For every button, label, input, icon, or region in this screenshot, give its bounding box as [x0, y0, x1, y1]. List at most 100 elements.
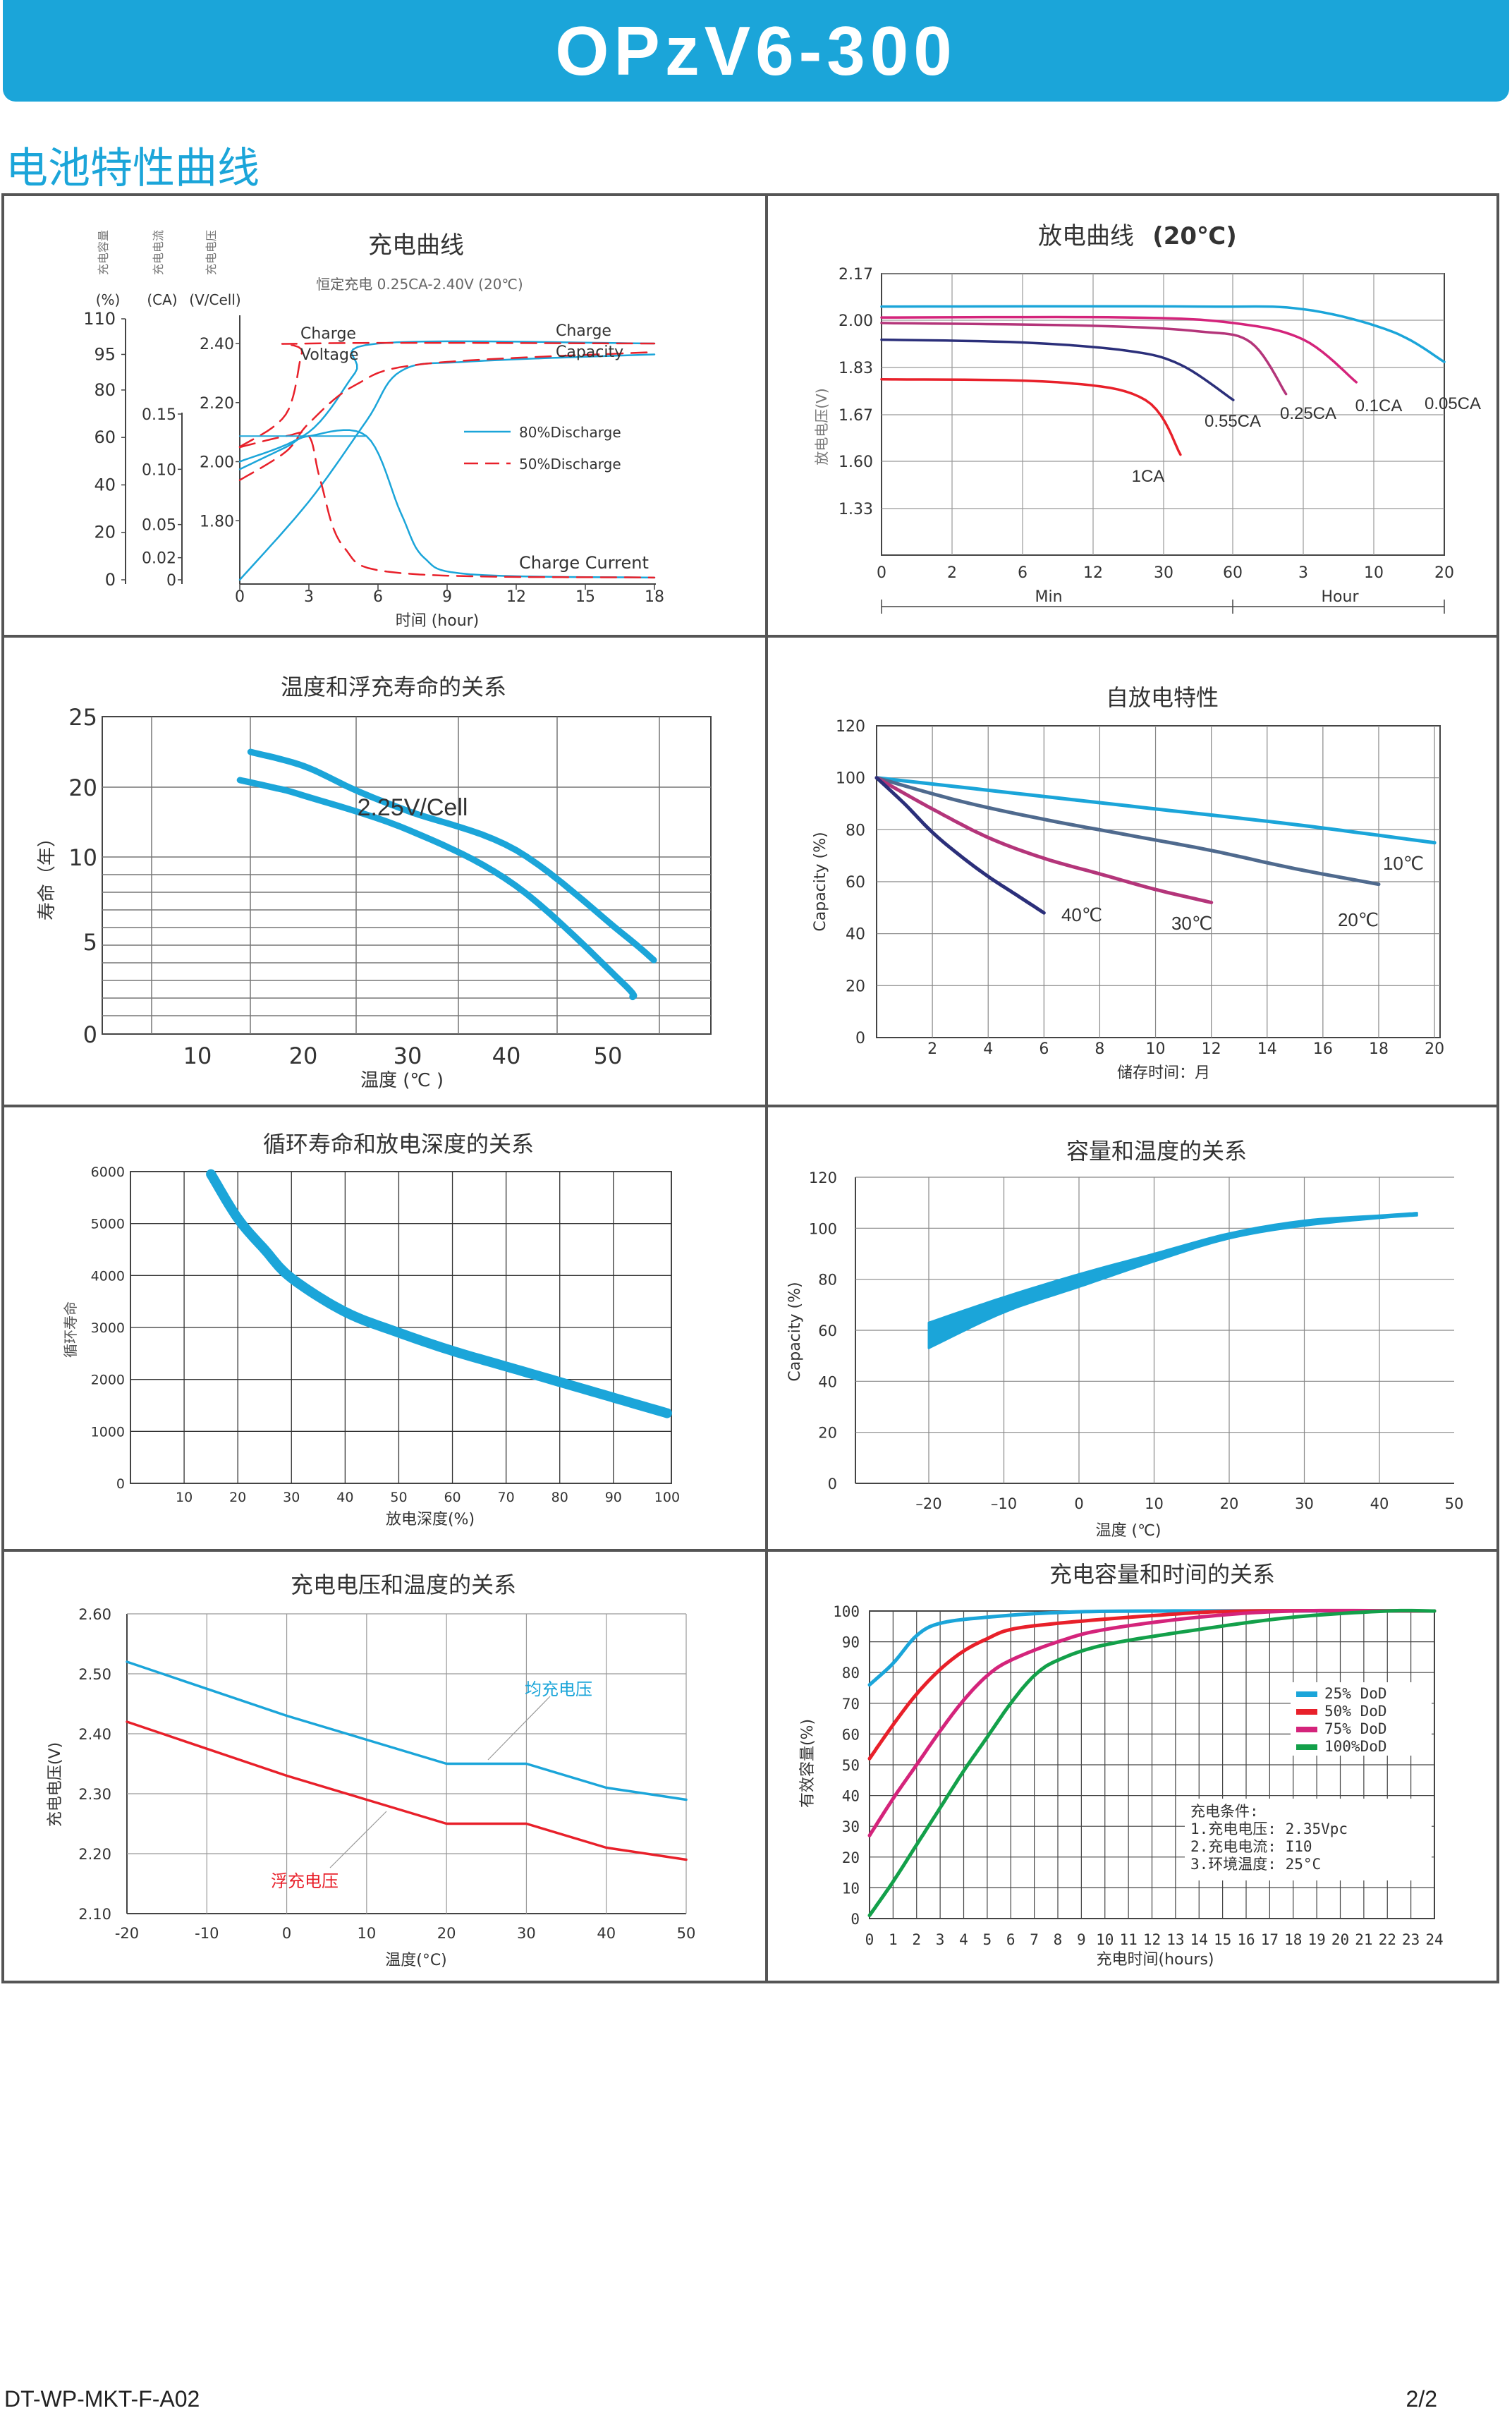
float-life-upper	[247, 748, 657, 964]
y-tick-label: 0	[116, 1476, 125, 1492]
capacity-band	[927, 1212, 1418, 1349]
x-tick-label: 4	[983, 1040, 993, 1058]
series-label: 30℃	[1171, 913, 1212, 934]
voltage-tick-label: 2.40	[200, 336, 234, 353]
x-tick-label: 10	[1364, 564, 1384, 582]
series-label: 0.1CA	[1355, 396, 1403, 415]
current-tick-label: 0	[166, 572, 176, 590]
footer-page-number: 2/2	[1406, 2386, 1437, 2412]
legend-label: 25% DoD	[1324, 1685, 1387, 1702]
time-tick-label: 0	[235, 588, 245, 606]
x-tick-label: 50	[390, 1490, 407, 1505]
y-tick-label: 2.10	[78, 1906, 111, 1923]
y-tick-label: 10	[68, 844, 97, 871]
discharge-chart: 2.17 2.00 1.83 1.67 1.60 1.33 0 2 6 12 30 60 3 10 20 放电…	[813, 222, 1481, 614]
x-tick-label: 20	[1220, 1495, 1239, 1512]
y-tick-label: 40	[818, 1373, 837, 1390]
y-tick-label: 20	[818, 1425, 837, 1442]
y-tick-label: 2.50	[78, 1666, 111, 1683]
capacity-tick-label: 0	[105, 570, 116, 590]
y-tick-label: 20	[842, 1849, 860, 1866]
x-tick-label: 2	[947, 564, 957, 582]
x-tick-label: 20	[1331, 1931, 1349, 1948]
y-axis-label: 放电电压(V)	[813, 388, 830, 465]
series-label: 20℃	[1338, 909, 1379, 930]
chart-title: 充电电压和温度的关系	[291, 1572, 516, 1598]
x-tick-label: 8	[1095, 1040, 1104, 1058]
x-tick-label: 40	[336, 1490, 353, 1505]
x-tick-label: 50	[677, 1925, 696, 1942]
series-label-equalize: 均充电压	[525, 1679, 592, 1699]
x-tick-label: 10	[1146, 1040, 1166, 1058]
current-tick-label: 0.05	[142, 517, 176, 535]
x-tick-label: 3	[1298, 564, 1308, 582]
conditions-bg-front	[1185, 1799, 1432, 1880]
self-discharge-series-line	[874, 776, 1381, 887]
series-label: 0.25CA	[1280, 404, 1336, 423]
x-axis-label: 温度 (℃ )	[360, 1070, 444, 1091]
y-tick-label: 50	[842, 1757, 860, 1774]
time-tick-label: 9	[442, 588, 452, 606]
x-tick-label: 40	[597, 1925, 616, 1942]
legend-label-80: 80%Discharge	[519, 424, 621, 441]
legend-label: 75% DoD	[1324, 1720, 1387, 1737]
time-tick-label: 3	[304, 588, 314, 606]
x-tick-label: 9	[1077, 1931, 1086, 1948]
x-tick-label: 2	[912, 1931, 921, 1948]
capacity-tick-label: 80	[94, 380, 116, 400]
x-tick-label: –20	[915, 1495, 941, 1512]
model-title: OPzV6-300	[555, 12, 957, 90]
axis-unit-voltage: (V/Cell)	[189, 291, 240, 308]
self-discharge-series-line	[874, 776, 1046, 915]
capacity-tick-label: 95	[94, 344, 116, 364]
x-axis-label: 温度 (℃)	[1096, 1522, 1162, 1540]
x-tick-label: 30	[517, 1925, 536, 1942]
axis-header-capacity: 充电容量	[97, 230, 110, 275]
charge-series-voltage	[238, 341, 656, 448]
x-tick-label: 15	[1214, 1931, 1231, 1948]
x-tick-label: 18	[1284, 1931, 1302, 1948]
x-tick-label: 20	[437, 1925, 456, 1942]
x-group-hour: Hour	[1322, 588, 1360, 606]
y-tick-label: 2.30	[78, 1786, 111, 1803]
series-label: 0.55CA	[1205, 412, 1261, 431]
discharge-series-line	[880, 378, 1182, 456]
capacity-tick-label: 60	[94, 427, 116, 447]
label-charge-capacity: Capacity	[556, 344, 623, 361]
x-tick-label: 24	[1425, 1931, 1443, 1948]
capacity-temp-chart: 120 100 80 60 40 20 0 –20 –10 0 10 20 30 40 50 Capacity…	[786, 1138, 1463, 1540]
x-tick-label: 12	[1202, 1040, 1221, 1058]
series-label: 40℃	[1061, 904, 1102, 925]
series-label: 10℃	[1383, 853, 1424, 874]
x-tick-label: 5	[983, 1931, 992, 1948]
x-tick-label: 0	[282, 1925, 291, 1942]
y-tick-label: 20	[68, 774, 97, 801]
axis-header-voltage: 充电电压	[205, 230, 218, 275]
y-axis-label: Capacity (%)	[786, 1282, 804, 1381]
x-axis-label: 时间 (hour)	[396, 612, 480, 630]
x-tick-label: 50	[594, 1043, 623, 1069]
cycle-life-curve	[206, 1169, 672, 1418]
axis-header-current: 充电电流	[152, 230, 165, 275]
y-tick-label: 0	[850, 1911, 860, 1928]
x-tick-label: 22	[1379, 1931, 1396, 1948]
x-tick-label: -20	[115, 1925, 139, 1942]
y-tick-label: 2.20	[78, 1846, 111, 1863]
discharge-series-line	[880, 338, 1235, 401]
y-axis-label: 循环寿命	[62, 1301, 79, 1358]
y-tick-label: 90	[842, 1634, 860, 1651]
grid-divider-row-1	[1, 635, 1499, 638]
capacity-tick-label: 40	[94, 475, 116, 494]
series-label: 0.05CA	[1425, 394, 1481, 413]
legend-swatch	[1296, 1709, 1317, 1715]
charge-capacity-series-line	[867, 1609, 1437, 1761]
y-tick-label: 100	[833, 1603, 860, 1620]
x-tick-label: 6	[1006, 1931, 1016, 1948]
self-discharge-chart: 120 100 80 60 40 20 0 2 4 6 8 10 12 14 16 18 20 Capacity …	[812, 684, 1444, 1082]
y-tick-label: 2000	[91, 1373, 125, 1388]
x-tick-label: 19	[1307, 1931, 1325, 1948]
x-axis-label: 温度(°C)	[385, 1952, 447, 1969]
y-tick-label: 1.60	[839, 454, 873, 471]
y-axis-label: 充电电压(V)	[47, 1742, 64, 1827]
